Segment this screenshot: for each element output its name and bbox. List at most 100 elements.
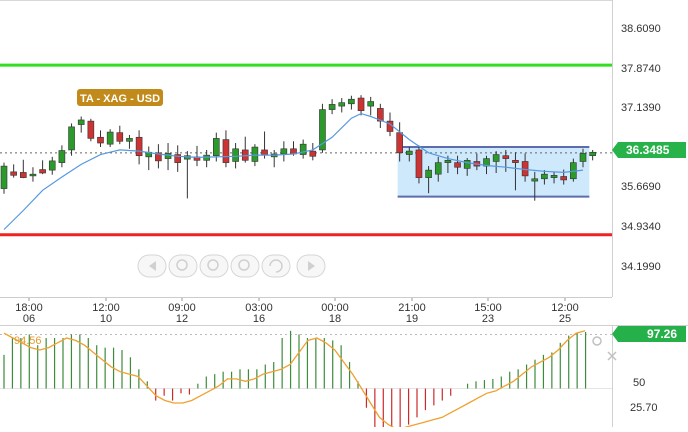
date-time: 18:00 (15, 302, 43, 314)
candle-body (492, 154, 500, 162)
date-day: 25 (559, 313, 571, 325)
date-day: 12 (176, 313, 188, 325)
oscillator-left-value: 94.56 (14, 335, 42, 347)
candle-body (58, 150, 66, 163)
candle-body (87, 120, 95, 139)
oscillator-histogram (3, 330, 587, 432)
magnify-plus-icon (176, 259, 188, 271)
candle-body (502, 155, 510, 159)
price-tick: 34.9340 (621, 221, 661, 233)
candle-body (541, 173, 548, 180)
candle-body (328, 104, 336, 110)
candle-body (512, 160, 519, 163)
candle-body (19, 172, 27, 178)
current-price-badge: 36.3485 (626, 143, 670, 157)
date-time: 03:00 (245, 302, 273, 314)
candle-body (299, 143, 307, 155)
date-day: 19 (406, 313, 418, 325)
candle-body (579, 153, 587, 162)
date-time: 12:00 (551, 302, 579, 314)
candle-body (338, 102, 346, 107)
price-tick: 34.1990 (621, 261, 661, 273)
candle-body (589, 151, 596, 157)
candle-body (280, 148, 288, 155)
candle-body (405, 150, 413, 155)
zoom-in-alt-button[interactable] (230, 254, 260, 278)
candle-body (444, 160, 452, 163)
candle-body (97, 136, 104, 144)
oscillator-axis-tick: 50 (633, 377, 645, 389)
chevron-right-icon (308, 261, 315, 271)
candle-body (463, 160, 471, 169)
candle-body (232, 148, 239, 162)
candle-body (0, 165, 8, 189)
candle-body (155, 152, 162, 162)
date-time: 09:00 (168, 302, 196, 314)
candle-body (396, 132, 403, 154)
candle-body (261, 149, 268, 156)
candle-body (213, 138, 220, 157)
moving-average-line (3, 112, 584, 230)
candle-body (309, 150, 317, 157)
date-day: 06 (23, 313, 35, 325)
magnify-minus-icon (207, 259, 219, 271)
current-price-badge-bg (612, 142, 686, 158)
date-axis: 18:00 06 12:00 10 09:00 12 03:00 16 00:0… (15, 302, 579, 325)
candle-body (550, 175, 558, 178)
price-tick: 37.8740 (621, 63, 661, 75)
oscillator-value-badge-bg (612, 326, 686, 342)
candle-body (77, 119, 85, 125)
zoom-in-button[interactable] (168, 254, 198, 278)
price-tick: 35.6690 (621, 181, 661, 193)
oscillator-panel-controls (592, 336, 617, 361)
candle-body (106, 131, 114, 145)
candle-body (174, 154, 181, 163)
candle-body (39, 169, 46, 174)
price-axis: 38.6090 37.8740 37.1390 35.6690 34.9340 … (621, 23, 661, 273)
date-time: 15:00 (474, 302, 502, 314)
candle-body (367, 101, 375, 107)
refresh-icon (269, 259, 283, 273)
price-tick: 37.1390 (621, 102, 661, 114)
candle-body (377, 108, 384, 122)
date-time: 12:00 (92, 302, 120, 314)
chevron-left-icon (149, 261, 156, 271)
date-day: 10 (100, 313, 112, 325)
candle-body (531, 178, 539, 182)
gear-icon[interactable] (592, 336, 602, 346)
candle-body (348, 98, 355, 105)
symbol-badge-bg (77, 89, 163, 106)
oscillator-axis-tick: 25.70 (630, 402, 658, 414)
oscillator-signal-line (3, 330, 586, 431)
candle-body (48, 160, 56, 171)
candle-body (434, 162, 442, 175)
symbol-badge: TA - XAG - USD (80, 93, 160, 105)
date-time: 21:00 (398, 302, 426, 314)
candle-body (135, 136, 143, 157)
reset-zoom-button[interactable] (261, 254, 291, 278)
candle-body (357, 97, 365, 112)
candle-body (454, 162, 461, 168)
date-day: 18 (329, 313, 341, 325)
candle-body (415, 149, 423, 178)
candle-body (222, 139, 230, 163)
candle-body (68, 126, 75, 151)
candle-body (10, 171, 17, 176)
chart-nav-icons (149, 259, 315, 273)
candle-body (560, 176, 568, 181)
candle-body (251, 146, 259, 162)
candle-body (29, 173, 37, 177)
candle-body (319, 109, 326, 151)
candle-body (116, 132, 124, 142)
date-time: 00:00 (321, 302, 349, 314)
magnify-icon (238, 259, 250, 271)
close-icon[interactable] (607, 351, 617, 361)
oscillator-value-badge: 97.26 (647, 327, 677, 341)
date-day: 16 (253, 313, 265, 325)
candle-body (425, 169, 432, 178)
date-day: 23 (482, 313, 494, 325)
zoom-out-button[interactable] (199, 254, 229, 278)
price-tick: 38.6090 (621, 23, 661, 35)
